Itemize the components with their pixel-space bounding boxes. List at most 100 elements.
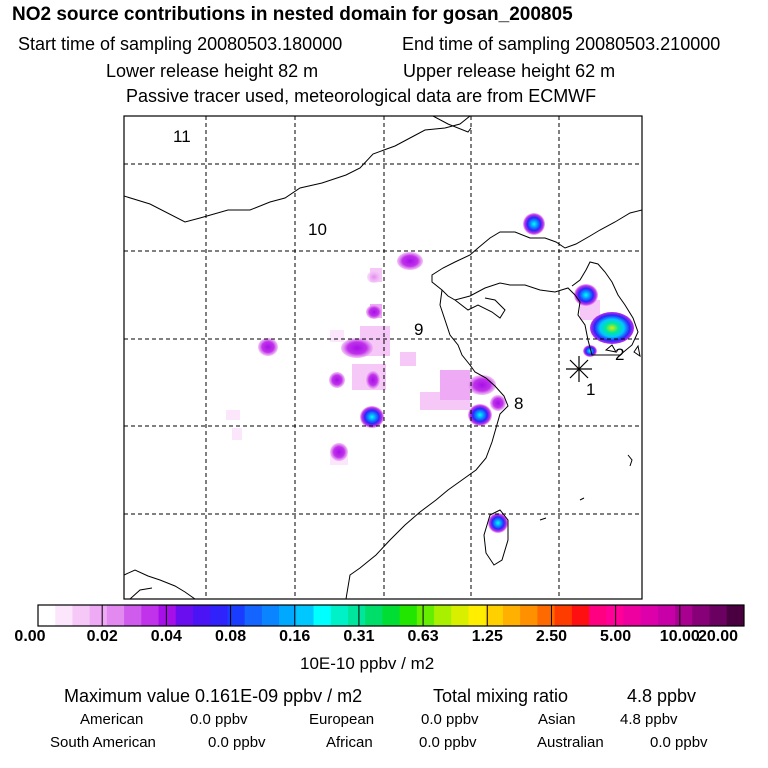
hotspot bbox=[367, 271, 381, 283]
colorbar-swatch bbox=[261, 605, 280, 626]
south-american-value: 0.0 ppbv bbox=[208, 734, 266, 751]
hotspot-shanghai bbox=[468, 404, 492, 426]
colorbar-swatch bbox=[468, 605, 487, 626]
colorbar-swatch bbox=[158, 605, 177, 626]
colorbar-tick-label: 5.00 bbox=[600, 628, 632, 645]
south-american-label: South American bbox=[50, 734, 156, 751]
hotspot bbox=[258, 338, 278, 356]
hotspot-korea-southwest bbox=[583, 345, 597, 357]
australian-label: Australian bbox=[537, 734, 604, 751]
hotspot bbox=[341, 338, 373, 358]
colorbar-tick-label: 0.31 bbox=[343, 628, 375, 645]
colorbar-tick-label: 10.00 bbox=[659, 628, 700, 645]
colorbar-swatch bbox=[124, 605, 142, 626]
hotspot bbox=[366, 305, 382, 319]
european-value: 0.0 ppbv bbox=[421, 711, 479, 728]
colorbar-swatch bbox=[416, 605, 435, 626]
tracer-note: Passive tracer used, meteorological data… bbox=[126, 86, 597, 106]
hotspot bbox=[366, 371, 380, 389]
colorbar-tick-label: 0.02 bbox=[86, 628, 118, 645]
colorbar-swatch bbox=[434, 605, 452, 626]
african-value: 0.0 ppbv bbox=[419, 734, 477, 751]
colorbar-swatch bbox=[554, 605, 573, 626]
colorbar-swatch bbox=[537, 605, 556, 626]
receptor-star-icon bbox=[566, 356, 592, 382]
colorbar-swatch bbox=[244, 605, 263, 626]
colorbar-swatch bbox=[38, 605, 56, 626]
colorbar-swatch bbox=[365, 605, 383, 626]
colorbar-swatch bbox=[502, 605, 521, 626]
total-mixing-label: Total mixing ratio bbox=[433, 686, 569, 706]
colorbar-swatch bbox=[106, 605, 125, 626]
colorbar-swatch bbox=[640, 605, 659, 626]
colorbar bbox=[37, 604, 745, 627]
colorbar-tick-label: 0.00 bbox=[14, 628, 46, 645]
hotspot-south-korea bbox=[590, 312, 634, 344]
colorbar-swatch bbox=[520, 605, 538, 626]
colorbar-swatch bbox=[675, 605, 693, 626]
colorbar-swatch bbox=[55, 605, 73, 626]
colorbar-swatch bbox=[623, 605, 642, 626]
colorbar-swatch bbox=[141, 605, 160, 626]
plot-title: NO2 source contributions in nested domai… bbox=[12, 4, 573, 25]
colorbar-swatch bbox=[451, 605, 469, 626]
start-time-label: Start time of sampling 20080503.180000 bbox=[18, 34, 343, 54]
colorbar-swatch bbox=[606, 605, 624, 626]
colorbar-swatch bbox=[382, 605, 401, 626]
upper-height-label: Upper release height 62 m bbox=[403, 61, 616, 81]
map-frame bbox=[123, 115, 643, 600]
lower-height-label: Lower release height 82 m bbox=[106, 61, 319, 81]
region-label-9: 9 bbox=[414, 320, 423, 339]
colorbar-swatch bbox=[399, 605, 418, 626]
colorbar-tick-label: 2.50 bbox=[535, 628, 568, 645]
colorbar-swatch bbox=[279, 605, 297, 626]
european-label: European bbox=[309, 711, 375, 728]
colorbar-swatch bbox=[589, 605, 607, 626]
hotspot-seoul bbox=[574, 284, 598, 306]
australian-value: 0.0 ppbv bbox=[650, 734, 708, 751]
colorbar-swatch bbox=[210, 605, 228, 626]
colorbar-swatch bbox=[192, 605, 211, 626]
colorbar-swatch bbox=[485, 605, 504, 626]
colorbar-swatch bbox=[571, 605, 590, 626]
colorbar-tick-label: 1.25 bbox=[471, 628, 503, 645]
colorbar-swatch bbox=[347, 605, 366, 626]
hotspot bbox=[360, 406, 384, 428]
hotspot bbox=[490, 395, 506, 411]
colorbar-swatch bbox=[657, 605, 676, 626]
graticule bbox=[124, 116, 642, 599]
colorbar-tick-label: 20.00 bbox=[697, 628, 739, 645]
region-label-8: 8 bbox=[514, 394, 523, 413]
colorbar-tick-label: 0.08 bbox=[214, 628, 247, 645]
colorbar-swatch bbox=[692, 605, 711, 626]
american-label: American bbox=[80, 711, 144, 728]
colorbar-swatch bbox=[313, 605, 332, 626]
coastlines bbox=[124, 116, 642, 599]
colorbar-swatch bbox=[726, 605, 745, 626]
colorbar-swatch bbox=[296, 605, 315, 626]
colorbar-tick-label: 0.04 bbox=[150, 628, 182, 645]
colorbar-units: 10E-10 ppbv / m2 bbox=[300, 654, 435, 673]
asian-value: 4.8 ppbv bbox=[620, 711, 678, 728]
colorbar-tick-label: 0.16 bbox=[279, 628, 311, 645]
total-mixing-value: 4.8 ppbv bbox=[627, 686, 697, 706]
hotspots bbox=[258, 213, 634, 533]
plume-patches bbox=[226, 268, 600, 465]
hotspot-taiwan bbox=[488, 513, 508, 533]
colorbar-swatch bbox=[330, 605, 349, 626]
region-label-2: 2 bbox=[615, 345, 624, 364]
american-value: 0.0 ppbv bbox=[190, 711, 248, 728]
colorbar-swatch bbox=[709, 605, 728, 626]
region-label-10: 10 bbox=[308, 220, 327, 239]
hotspot-north-korea-coast bbox=[523, 213, 545, 235]
hotspot-beijing bbox=[397, 252, 423, 270]
colorbar-outline bbox=[37, 604, 745, 627]
maximum-value: Maximum value 0.161E-09 ppbv / m2 bbox=[64, 686, 363, 706]
end-time-label: End time of sampling 20080503.210000 bbox=[402, 34, 721, 54]
colorbar-swatch bbox=[175, 605, 194, 626]
colorbar-tick-label: 0.63 bbox=[407, 628, 439, 645]
hotspot-shanghai-north bbox=[468, 375, 496, 395]
colorbar-swatch bbox=[72, 605, 91, 626]
region-label-11: 11 bbox=[173, 127, 191, 146]
